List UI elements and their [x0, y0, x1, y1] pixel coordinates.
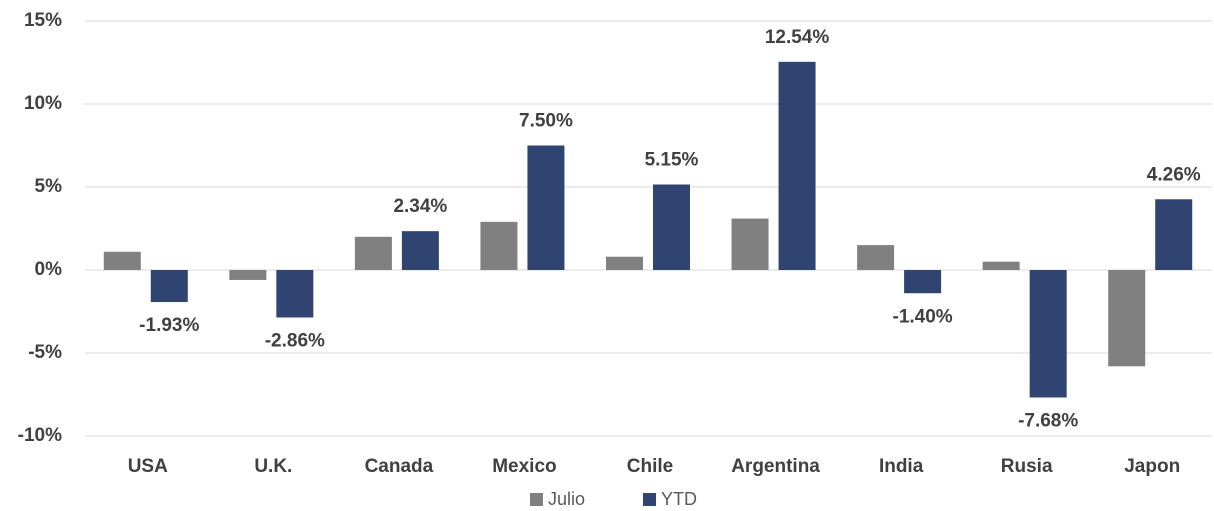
bar: [606, 256, 643, 270]
value-label: 12.54%: [765, 27, 830, 48]
bar: [653, 184, 690, 270]
y-tick-label: -5%: [28, 342, 62, 363]
bar: [354, 236, 392, 270]
value-label: 5.15%: [645, 150, 699, 171]
value-label: -2.86%: [265, 330, 325, 351]
bar: [276, 270, 314, 318]
x-tick-label: USA: [128, 456, 168, 477]
bar: [1108, 270, 1146, 367]
bar: [480, 221, 518, 270]
bar: [1029, 270, 1067, 398]
value-label: 7.50%: [519, 111, 573, 132]
value-label: 4.26%: [1147, 164, 1201, 185]
y-tick-label: 5%: [35, 176, 63, 197]
legend-label: Julio: [548, 489, 585, 509]
bar: [982, 261, 1020, 270]
y-tick-label: 0%: [35, 259, 63, 280]
x-tick-label: India: [879, 456, 924, 477]
x-tick-label: Mexico: [492, 456, 556, 477]
bar: [1155, 199, 1193, 270]
legend-swatch: [530, 493, 543, 506]
value-label: 2.34%: [393, 196, 447, 217]
y-tick-label: 15%: [24, 10, 62, 31]
x-tick-label: Rusia: [1001, 456, 1053, 477]
value-label: -7.68%: [1018, 411, 1078, 432]
x-tick-label: U.K.: [254, 456, 292, 477]
y-tick-label: -10%: [18, 425, 62, 446]
bar: [527, 145, 565, 270]
bar: [103, 251, 141, 270]
value-label: -1.93%: [139, 315, 199, 336]
x-tick-label: Canada: [365, 456, 434, 477]
y-tick-label: 10%: [24, 93, 62, 114]
x-tick-label: Japon: [1124, 456, 1180, 477]
bar: [401, 231, 439, 270]
bar: [857, 245, 895, 270]
bar: [229, 270, 267, 280]
x-tick-label: Argentina: [731, 456, 820, 477]
bar: [778, 61, 816, 270]
value-label: -1.40%: [893, 306, 953, 327]
bar: [150, 270, 188, 303]
bar: [731, 218, 769, 270]
x-tick-label: Chile: [627, 456, 673, 477]
legend-label: YTD: [661, 489, 697, 509]
legend-swatch: [643, 493, 656, 506]
bar: [904, 270, 942, 294]
